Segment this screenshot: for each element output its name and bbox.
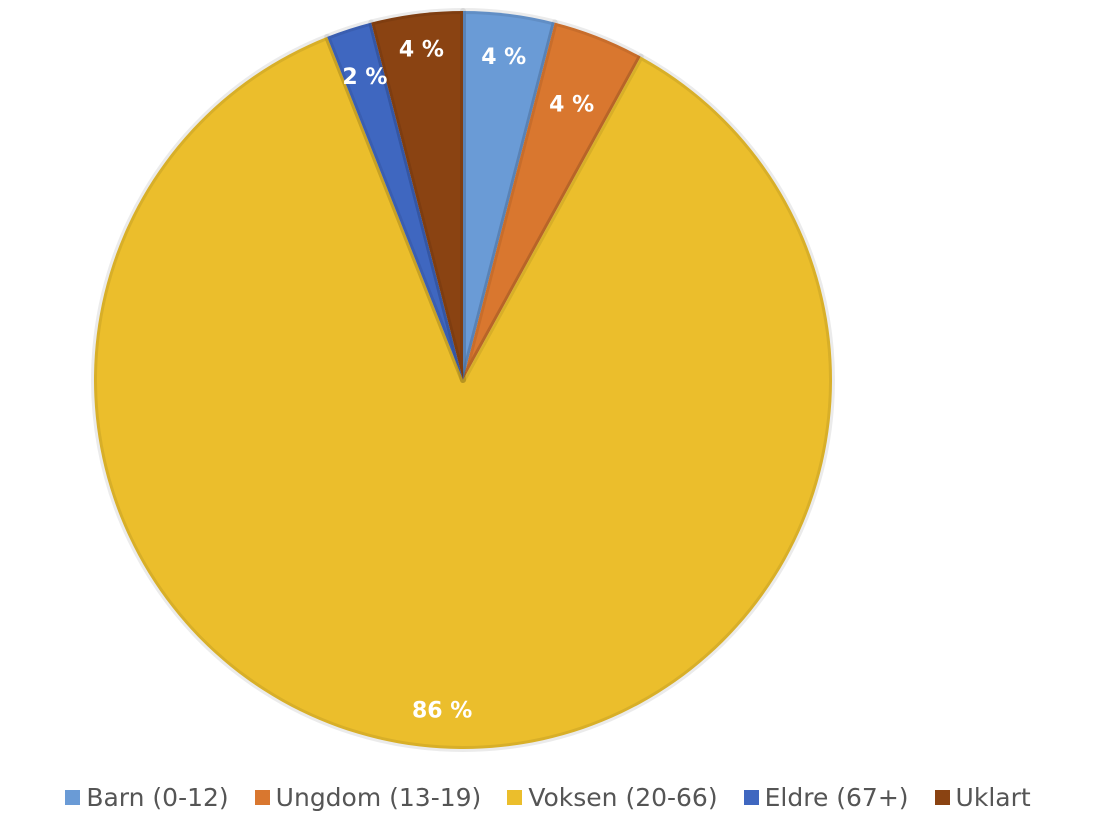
chart-legend: Barn (0-12) Ungdom (13-19) Voksen (20-66) E… <box>0 782 1096 812</box>
legend-swatch-3 <box>507 789 523 805</box>
data-label-5: 4 % <box>399 38 444 63</box>
pie-slice-1 <box>460 8 558 383</box>
legend-label-1: Barn (0-12) <box>86 782 229 812</box>
legend-swatch-1 <box>65 789 81 805</box>
legend-label-2: Ungdom (13-19) <box>275 782 482 812</box>
legend-item-3: Voksen (20-66) <box>507 782 718 812</box>
pie-slice-4 <box>324 19 466 383</box>
legend-item-4: Eldre (67+) <box>743 782 909 812</box>
data-label-3: 86 % <box>412 698 472 723</box>
legend-swatch-2 <box>254 789 270 805</box>
legend-item-1: Barn (0-12) <box>65 782 229 812</box>
legend-item-5: Uklart <box>934 782 1031 812</box>
data-label-2: 4 % <box>549 93 594 118</box>
legend-label-5: Uklart <box>955 782 1031 812</box>
legend-label-4: Eldre (67+) <box>764 782 909 812</box>
legend-label-3: Voksen (20-66) <box>528 782 718 812</box>
pie-data-labels: 4 % 4 % 86 % 2 % 4 % <box>342 38 594 724</box>
legend-swatch-4 <box>743 789 759 805</box>
data-label-4: 2 % <box>342 65 387 90</box>
pie-slices <box>91 8 835 752</box>
pie-slice-5 <box>368 8 466 383</box>
pie-slice-3 <box>91 33 835 752</box>
pie-slice-2 <box>460 19 644 383</box>
legend-swatch-5 <box>934 789 950 805</box>
data-label-1: 4 % <box>481 45 526 70</box>
legend-item-2: Ungdom (13-19) <box>254 782 482 812</box>
